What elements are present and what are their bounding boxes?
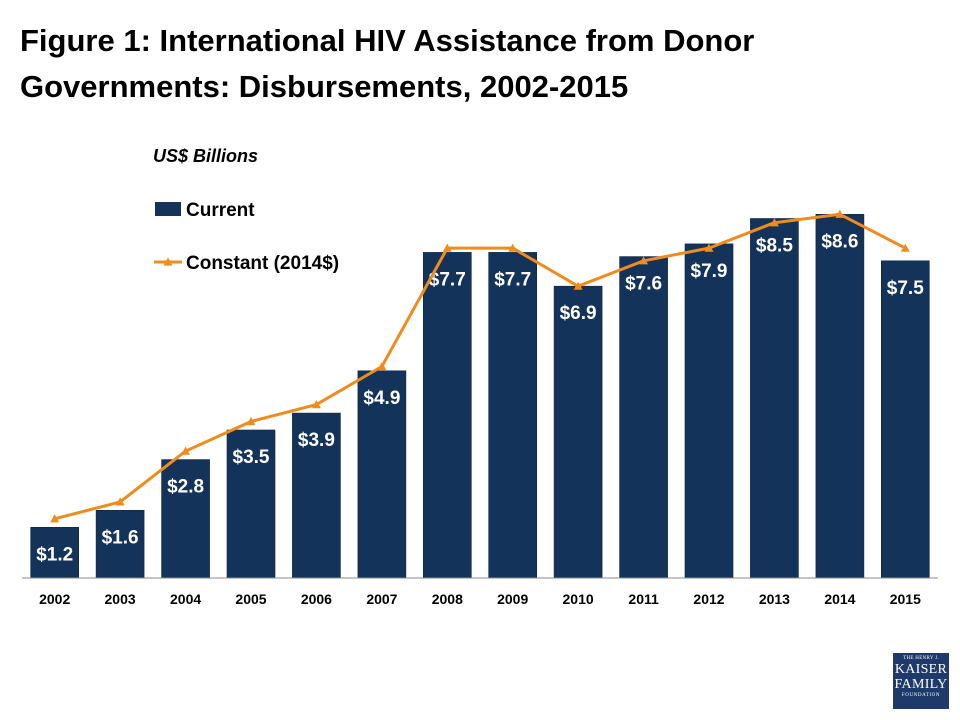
x-tick-label-2010: 2010 <box>563 591 594 607</box>
bar-2003 <box>95 509 145 579</box>
line-point-2009 <box>508 243 518 252</box>
bar-2013 <box>750 218 799 579</box>
line-point-2002 <box>50 514 60 523</box>
line-point-2011 <box>639 256 649 265</box>
bar-2011 <box>619 256 668 579</box>
x-tick-label-2005: 2005 <box>235 591 266 607</box>
x-tick-label-2012: 2012 <box>693 591 724 607</box>
line-point-2015 <box>900 243 910 252</box>
bar-2009 <box>488 252 538 579</box>
line-point-2012 <box>704 243 714 252</box>
legend-label-constant: Constant (2014$) <box>186 253 339 274</box>
bar-2005 <box>226 429 276 579</box>
legend-label-current: Current <box>186 200 255 221</box>
x-axis-tick-labels: 2002 2003 2004 2005 2006 2007 2008 2009 2010 2011… <box>39 591 921 607</box>
line-point-2013 <box>769 218 779 227</box>
x-tick-label-2004: 2004 <box>170 591 201 607</box>
chart-title-line-1: Figure 1: International HIV Assistance f… <box>20 23 755 58</box>
bar-value-label-2010: $6.9 <box>560 303 597 324</box>
chart-title: Figure 1: International HIV Assistance f… <box>20 18 920 110</box>
line-series-constant <box>50 209 910 523</box>
x-tick-label-2014: 2014 <box>824 591 855 607</box>
legend-swatch-current <box>155 202 181 216</box>
bar-value-label-2008: $7.7 <box>429 269 466 290</box>
chart-legend: US$ Billions Current Constant (2014$) <box>153 146 339 274</box>
line-point-2007 <box>377 362 387 371</box>
bar-value-label-2015: $7.5 <box>887 278 924 299</box>
line-point-2004 <box>181 446 191 455</box>
bar-value-label-2011: $7.6 <box>625 274 662 295</box>
line-point-2008 <box>442 243 452 252</box>
bar-value-label-2007: $4.9 <box>363 388 400 409</box>
chart-title-line-2: Governments: Disbursements, 2002-2015 <box>20 69 629 104</box>
bar-2010 <box>553 285 603 579</box>
bar-value-label-2004: $2.8 <box>167 477 204 498</box>
logo-line-3: FAMILY <box>894 677 948 692</box>
line-point-2005 <box>246 417 256 426</box>
bar-value-label-2006: $3.9 <box>298 430 335 451</box>
x-tick-label-2003: 2003 <box>105 591 136 607</box>
line-path-constant <box>54 212 906 521</box>
line-point-2014 <box>835 209 845 218</box>
bar-value-label-2003: $1.6 <box>102 527 139 548</box>
bar-value-label-2014: $8.6 <box>821 231 858 252</box>
bar-2006 <box>292 412 341 579</box>
x-tick-label-2011: 2011 <box>628 591 659 607</box>
bar-2004 <box>161 459 210 579</box>
bar-series-current <box>30 214 930 579</box>
line-point-2006 <box>311 400 321 409</box>
bar-2015 <box>880 260 930 579</box>
x-tick-label-2002: 2002 <box>39 591 70 607</box>
bar-value-labels: $1.2 $1.6 $2.8 $3.5 $3.9 $4.9 $7.7 $7.7 $6.9 $7.6… <box>36 231 924 565</box>
x-tick-label-2013: 2013 <box>759 591 790 607</box>
bar-2014 <box>815 214 865 579</box>
x-tick-label-2006: 2006 <box>301 591 332 607</box>
bar-value-label-2009: $7.7 <box>494 269 531 290</box>
line-point-2003 <box>115 497 125 506</box>
bar-2008 <box>422 252 472 579</box>
bar-value-label-2012: $7.9 <box>691 261 728 282</box>
legend-swatch-constant-marker <box>163 257 173 266</box>
logo-line-4: FOUNDATION <box>901 693 941 698</box>
kff-logo: THE HENRY J. KAISER FAMILY FOUNDATION <box>893 653 949 709</box>
bar-2007 <box>357 370 407 579</box>
x-tick-label-2015: 2015 <box>890 591 921 607</box>
x-tick-label-2009: 2009 <box>497 591 528 607</box>
bar-value-label-2005: $3.5 <box>233 447 270 468</box>
logo-line-1: THE HENRY J. <box>903 656 939 661</box>
bar-value-label-2002: $1.2 <box>36 544 73 565</box>
unit-label: US$ Billions <box>153 146 258 166</box>
x-tick-label-2008: 2008 <box>432 591 463 607</box>
bar-value-label-2013: $8.5 <box>756 236 793 257</box>
x-tick-label-2007: 2007 <box>366 591 397 607</box>
bar-2012 <box>684 243 734 579</box>
logo-line-2: KAISER <box>894 662 948 677</box>
line-point-2010 <box>573 281 583 290</box>
